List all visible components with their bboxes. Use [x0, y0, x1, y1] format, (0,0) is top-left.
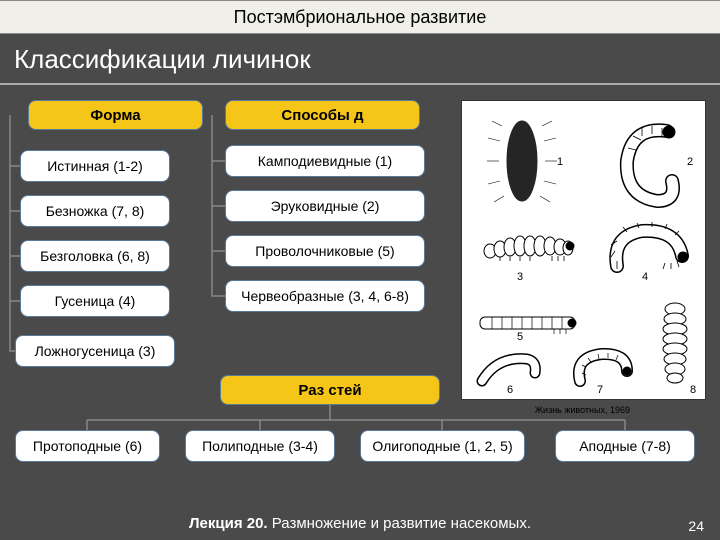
larva-num-1: 1	[557, 156, 563, 168]
label-istinnaya: Истинная (1-2)	[47, 158, 143, 174]
illustration-citation: Жизнь животных, 1969	[535, 405, 630, 415]
page-number: 24	[688, 518, 704, 534]
footer-rest: Размножение и развитие насекомых.	[268, 515, 531, 532]
larva-num-4: 4	[642, 271, 648, 283]
title-bar: Постэмбриональное развитие	[0, 0, 720, 34]
larva-num-8: 8	[690, 384, 696, 396]
box-gusenitsa: Гусеница (4)	[20, 285, 170, 317]
label-gusenitsa: Гусеница (4)	[55, 293, 136, 309]
header-razvitie: Раз стей	[220, 375, 440, 405]
box-protopodnye: Протоподные (6)	[15, 430, 160, 462]
larva-num-7: 7	[597, 384, 603, 396]
box-oligopodnye: Олигоподные (1, 2, 5)	[360, 430, 525, 462]
header-sposoby-label: Способы д	[281, 107, 363, 124]
subtitle: Классификации личинок	[0, 34, 720, 85]
label-lozhnogusenitsa: Ложногусеница (3)	[35, 343, 156, 359]
larvae-illustration: 1 2 3 4 5 6 7 8	[461, 100, 706, 400]
label-beznozhka: Безножка (7, 8)	[46, 203, 145, 219]
box-cherveobraznye: Червеобразные (3, 4, 6-8)	[225, 280, 425, 312]
label-kampodievidnye: Камподиевидные (1)	[258, 153, 392, 169]
label-bezgolovka: Безголовка (6, 8)	[40, 248, 150, 264]
larva-num-3: 3	[517, 271, 523, 283]
header-razvitie-label: Раз стей	[298, 382, 361, 399]
diagram-area: Форма Способы д Истинная (1-2) Безножка …	[0, 95, 720, 505]
larva-num-2: 2	[687, 156, 693, 168]
box-beznozhka: Безножка (7, 8)	[20, 195, 170, 227]
larva-num-6: 6	[507, 384, 513, 396]
label-provolochnikovye: Проволочниковые (5)	[255, 243, 394, 259]
footer-lead: Лекция 20.	[189, 515, 268, 532]
label-oligopodnye: Олигоподные (1, 2, 5)	[372, 438, 512, 454]
box-lozhnogusenitsa: Ложногусеница (3)	[15, 335, 175, 367]
box-kampodievidnye: Камподиевидные (1)	[225, 145, 425, 177]
label-apodnye: Аподные (7-8)	[579, 438, 671, 454]
box-provolochnikovye: Проволочниковые (5)	[225, 235, 425, 267]
box-bezgolovka: Безголовка (6, 8)	[20, 240, 170, 272]
box-erukovidnye: Эруковидные (2)	[225, 190, 425, 222]
label-erukovidnye: Эруковидные (2)	[271, 198, 380, 214]
label-polipodnye: Полиподные (3-4)	[202, 438, 318, 454]
label-protopodnye: Протоподные (6)	[33, 438, 142, 454]
box-istinnaya: Истинная (1-2)	[20, 150, 170, 182]
label-cherveobraznye: Червеобразные (3, 4, 6-8)	[241, 288, 409, 304]
box-apodnye: Аподные (7-8)	[555, 430, 695, 462]
header-forma: Форма	[28, 100, 203, 130]
larva-num-5: 5	[517, 331, 523, 343]
header-forma-label: Форма	[90, 107, 140, 124]
footer: Лекция 20. Размножение и развитие насеко…	[0, 515, 720, 532]
page-title: Постэмбриональное развитие	[234, 7, 487, 28]
header-sposoby: Способы д	[225, 100, 420, 130]
box-polipodnye: Полиподные (3-4)	[185, 430, 335, 462]
